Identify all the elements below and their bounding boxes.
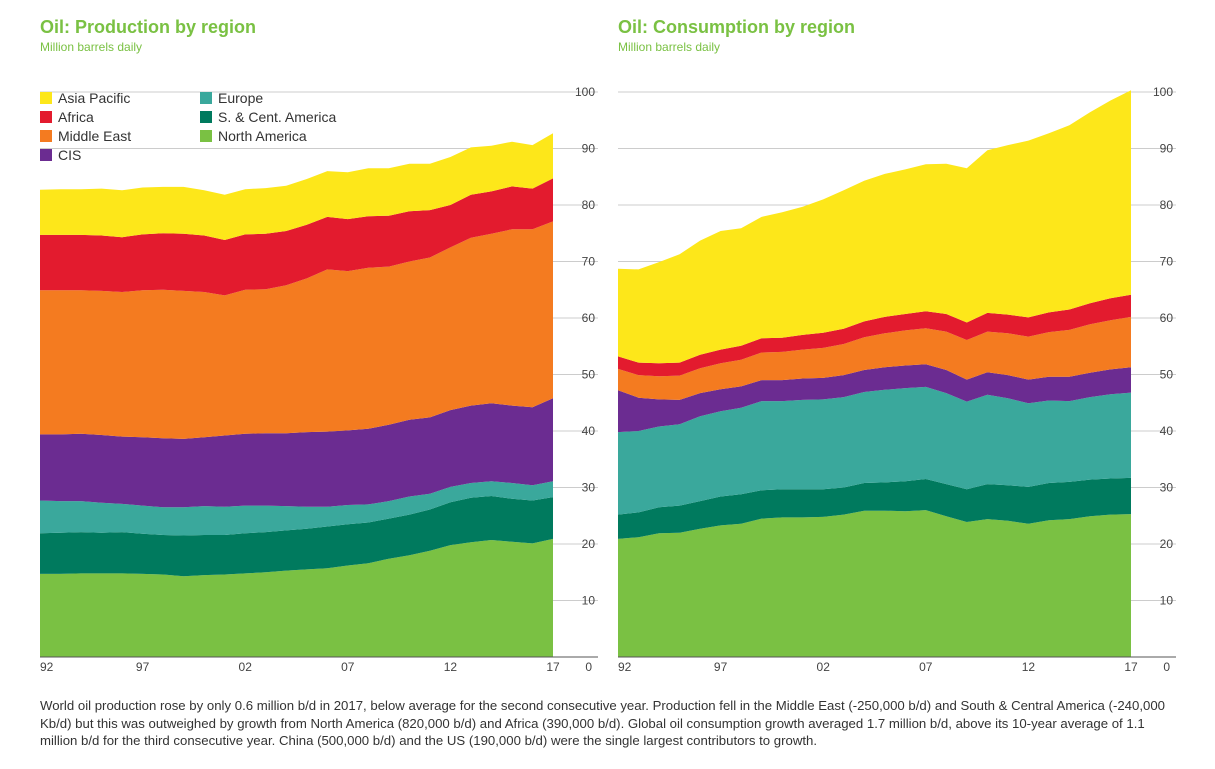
x-tick-label: 12: [1022, 660, 1036, 674]
y-tick-label: 100: [1153, 85, 1173, 99]
x-tick-label: 97: [136, 660, 150, 674]
caption-text: World oil production rose by only 0.6 mi…: [40, 698, 1165, 748]
x-tick-label: 92: [618, 660, 632, 674]
y-tick-label: 60: [582, 311, 596, 325]
legend-swatch: [40, 92, 52, 104]
x-tick-label: 92: [40, 660, 54, 674]
legend-item-europe: Europe: [200, 90, 263, 106]
area-asia-pacific: [618, 90, 1131, 364]
y-tick-label: 80: [582, 198, 596, 212]
y-tick-label: 50: [582, 368, 596, 382]
y-tick-label: 40: [582, 424, 596, 438]
y-tick-label: 20: [582, 537, 596, 551]
x-tick-label: 17: [1124, 660, 1138, 674]
y-tick-label: 30: [1160, 481, 1174, 495]
production-chart-subtitle: Million barrels daily: [40, 40, 143, 54]
area-s-cent-america: [618, 477, 1131, 539]
area-north-america: [618, 510, 1131, 657]
y-tick-label: 40: [1160, 424, 1174, 438]
y-tick-label: 50: [1160, 368, 1174, 382]
area-europe: [40, 481, 553, 536]
legend-label: Asia Pacific: [58, 90, 131, 106]
area-africa: [618, 294, 1131, 377]
consumption-chart-title: Oil: Consumption by region: [618, 17, 855, 37]
area-cis: [40, 398, 553, 508]
area-north-america: [40, 538, 553, 657]
legend-item-s-cent-america: S. & Cent. America: [200, 109, 336, 125]
legend-swatch: [200, 111, 212, 123]
x-tick-label: 17: [546, 660, 560, 674]
legend-label: Middle East: [58, 128, 132, 144]
legend-label: North America: [218, 128, 307, 144]
y-tick-label: 10: [1160, 594, 1174, 608]
y-tick-label: 70: [582, 255, 596, 269]
y-tick-label: 80: [1160, 198, 1174, 212]
area-africa: [40, 178, 553, 296]
production-chart-title: Oil: Production by region: [40, 17, 256, 37]
y-tick-label: 10: [582, 594, 596, 608]
x-tick-label: 12: [444, 660, 458, 674]
y-tick-label: 60: [1160, 311, 1174, 325]
legend-item-asia-pacific: Asia Pacific: [40, 90, 130, 106]
area-middle-east: [618, 316, 1131, 400]
x-tick-label: 02: [239, 660, 253, 674]
x-tick-label: 07: [341, 660, 355, 674]
x-tick-label: 97: [714, 660, 728, 674]
legend-swatch: [40, 130, 52, 142]
legend-label: CIS: [58, 147, 82, 163]
area-asia-pacific: [40, 133, 553, 240]
consumption-panel: Oil: Consumption by region Million barre…: [618, 0, 1198, 690]
legend-label: Europe: [218, 90, 264, 106]
legend-label: S. & Cent. America: [218, 109, 337, 125]
legend-item-middle-east: Middle East: [40, 128, 131, 144]
y-tick-label: 90: [1160, 142, 1174, 156]
area-middle-east: [40, 221, 553, 439]
legend-item-cis: CIS: [40, 147, 81, 163]
y-tick-label: 0: [585, 660, 592, 674]
y-tick-label: 20: [1160, 537, 1174, 551]
y-tick-label: 70: [1160, 255, 1174, 269]
legend-label: Africa: [58, 109, 94, 125]
legend-swatch: [200, 130, 212, 142]
legend-item-africa: Africa: [40, 109, 94, 125]
y-tick-label: 30: [582, 481, 596, 495]
x-tick-label: 02: [817, 660, 831, 674]
area-europe: [618, 386, 1131, 515]
area-cis: [618, 364, 1131, 433]
legend-swatch: [200, 92, 212, 104]
y-tick-label: 90: [582, 142, 596, 156]
area-s-cent-america: [40, 496, 553, 577]
x-tick-label: 07: [919, 660, 933, 674]
production-panel: Oil: Production by region Million barrel…: [40, 0, 620, 690]
legend-item-north-america: North America: [200, 128, 307, 144]
y-tick-label: 100: [575, 85, 595, 99]
legend-swatch: [40, 149, 52, 161]
y-tick-label: 0: [1163, 660, 1170, 674]
consumption-chart-subtitle: Million barrels daily: [618, 40, 721, 54]
legend-swatch: [40, 111, 52, 123]
